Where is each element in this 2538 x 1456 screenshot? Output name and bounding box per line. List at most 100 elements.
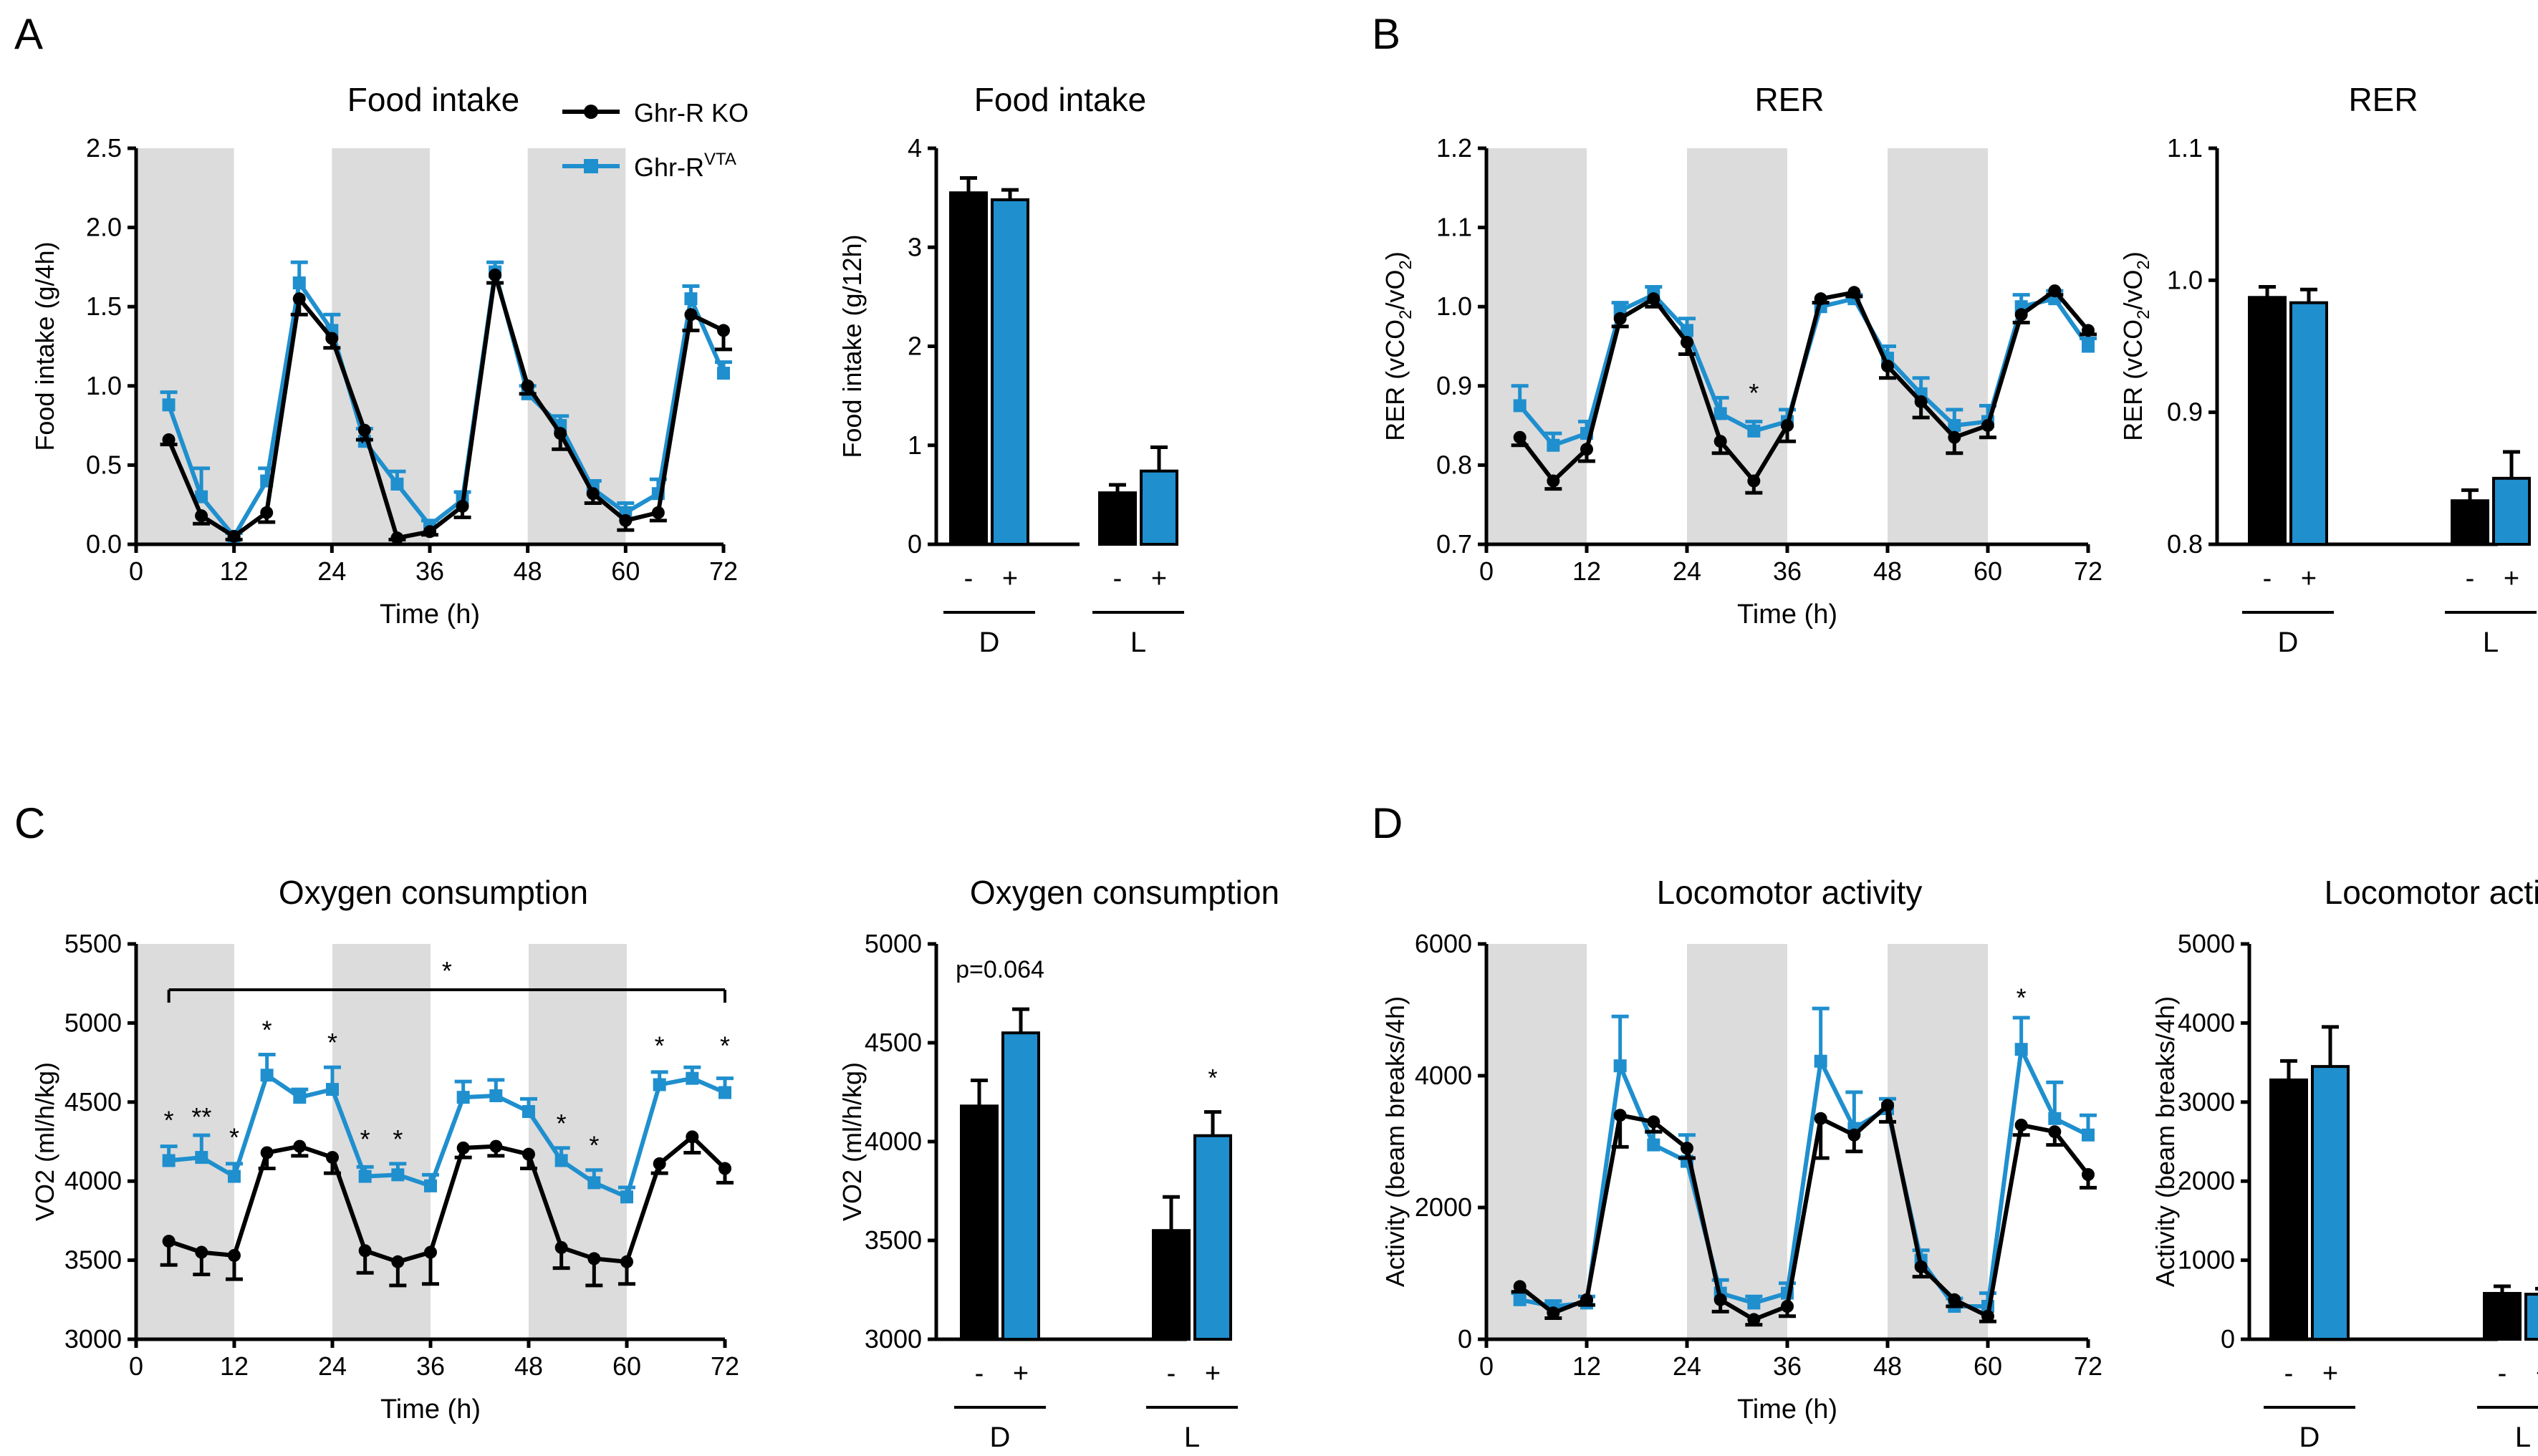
x-tick-label: 48 xyxy=(514,556,542,586)
group-label: D xyxy=(2278,627,2299,658)
data-point xyxy=(586,487,600,501)
dark-period-shade xyxy=(1486,148,1587,544)
data-point xyxy=(2082,1128,2095,1142)
y-tick-label: 0.8 xyxy=(1436,450,1472,479)
bar xyxy=(2451,499,2489,546)
data-point xyxy=(2014,1119,2028,1132)
x-axis-label: Time (h) xyxy=(1737,1394,1837,1424)
y-tick-label: 1.1 xyxy=(1436,213,1472,242)
data-point xyxy=(293,1139,307,1153)
y-axis-label: Food intake (g/4h) xyxy=(30,241,59,450)
y-tick-label: 4000 xyxy=(865,1127,922,1156)
data-point xyxy=(195,490,208,503)
y-tick-label: 0 xyxy=(908,529,922,559)
dark-period-shade xyxy=(1888,944,1988,1339)
bar-category-label: + xyxy=(1205,1359,1221,1389)
significance-marker: * xyxy=(164,1105,174,1134)
series-line xyxy=(168,1073,726,1200)
data-point xyxy=(1781,1300,1794,1313)
bar-category-label: + xyxy=(2504,564,2519,594)
x-tick-label: 0 xyxy=(1479,1351,1494,1381)
data-point xyxy=(456,1091,470,1104)
y-tick-label: 4000 xyxy=(2178,1008,2235,1037)
food-intake-line-chart: 0.0 0.5 1.0 1.5 2.0 2.5 0 12 24 36 48 60 72 Time (h) F… xyxy=(30,81,738,630)
dark-period-shade xyxy=(136,944,234,1339)
y-axis-label: VO2 (ml/h/kg) xyxy=(837,1062,867,1221)
data-point xyxy=(1647,1115,1660,1129)
bar-category-label: - xyxy=(964,564,974,594)
bar-category-label: - xyxy=(1167,1359,1176,1389)
legend-vta-label: Ghr-RVTA xyxy=(634,150,736,182)
data-point xyxy=(1747,474,1761,488)
data-point xyxy=(587,1252,601,1265)
x-tick-label: 48 xyxy=(514,1351,543,1381)
data-point xyxy=(1547,474,1560,488)
data-point xyxy=(228,1248,241,1262)
bar xyxy=(1193,1134,1232,1341)
x-tick-label: 36 xyxy=(1773,556,1802,586)
significance-marker: * xyxy=(393,1124,403,1154)
bar xyxy=(2269,1078,2308,1341)
y-axis-label-subscript: 2 xyxy=(2134,260,2153,269)
y-tick-label: 1.0 xyxy=(1436,291,1472,321)
data-point xyxy=(684,308,698,322)
data-point xyxy=(684,292,698,306)
y-tick-label: 5000 xyxy=(2178,929,2235,958)
data-point xyxy=(1948,419,1961,433)
significance-marker: * xyxy=(327,1028,337,1057)
x-axis-label: Time (h) xyxy=(1737,599,1837,630)
y-axis-label-part: RER (vCO xyxy=(2118,319,2148,441)
y-tick-label: 3000 xyxy=(2178,1087,2235,1117)
x-axis-label: Time (h) xyxy=(380,599,480,630)
y-axis-label-part: /vO xyxy=(2118,269,2148,309)
data-point xyxy=(227,529,241,543)
x-tick-label: 72 xyxy=(2074,1351,2102,1381)
series-line xyxy=(166,272,725,541)
significance-marker: * xyxy=(442,956,452,985)
bar xyxy=(1140,469,1178,546)
data-point xyxy=(1513,1280,1527,1293)
significance-marker: * xyxy=(1208,1065,1217,1092)
bar xyxy=(2311,1065,2350,1341)
chart-title: Locomotor activity xyxy=(1657,874,1923,911)
data-point xyxy=(1613,1109,1627,1122)
data-point xyxy=(228,1170,241,1183)
data-point xyxy=(2048,284,2062,298)
dark-period-shade xyxy=(1888,148,1988,544)
chart-title: Oxygen consumption xyxy=(970,874,1279,911)
data-point xyxy=(162,433,176,447)
y-tick-label: 2000 xyxy=(2178,1166,2235,1195)
y-axis-label: Activity (beam breaks/4h) xyxy=(2150,996,2180,1287)
y-tick-label: 2.5 xyxy=(86,133,122,163)
x-axis-label: Time (h) xyxy=(380,1394,481,1424)
oxygen-consumption-line-chart: 3000 3500 4000 4500 5000 5500 0 12 24 36 48 60 72 Tim… xyxy=(30,874,739,1424)
data-point xyxy=(391,1168,405,1182)
data-point xyxy=(1681,1142,1693,1155)
significance-marker: * xyxy=(589,1131,599,1160)
data-point xyxy=(717,324,730,337)
locomotor-activity-line-chart: 0 2000 4000 6000 0 12 24 36 48 60 72 Time (h) Activi… xyxy=(1380,874,2102,1424)
bar-category-label: - xyxy=(2263,564,2272,594)
x-tick-label: 36 xyxy=(415,556,444,586)
dark-period-shade xyxy=(136,148,234,544)
y-tick-label: 3500 xyxy=(865,1225,922,1255)
y-axis-label: RER (vCO2/vO2) xyxy=(2118,251,2153,441)
panel-letter-c: C xyxy=(14,799,45,847)
data-point xyxy=(293,1091,307,1104)
data-point xyxy=(326,1083,339,1096)
data-point xyxy=(1981,1309,1994,1323)
x-tick-label: 0 xyxy=(129,556,143,586)
y-axis-label-part: ) xyxy=(1380,251,1410,260)
data-point xyxy=(1914,395,1928,408)
data-point xyxy=(522,1147,535,1161)
chart-title: Food intake xyxy=(974,81,1146,118)
data-point xyxy=(1847,286,1861,299)
data-point xyxy=(1814,292,1827,306)
data-point xyxy=(521,379,534,392)
legend-ko-marker xyxy=(584,105,598,119)
y-tick-label: 3500 xyxy=(64,1245,122,1275)
bar xyxy=(2248,296,2287,546)
y-tick-label: 4500 xyxy=(64,1087,122,1117)
y-tick-label: 5000 xyxy=(865,929,922,958)
